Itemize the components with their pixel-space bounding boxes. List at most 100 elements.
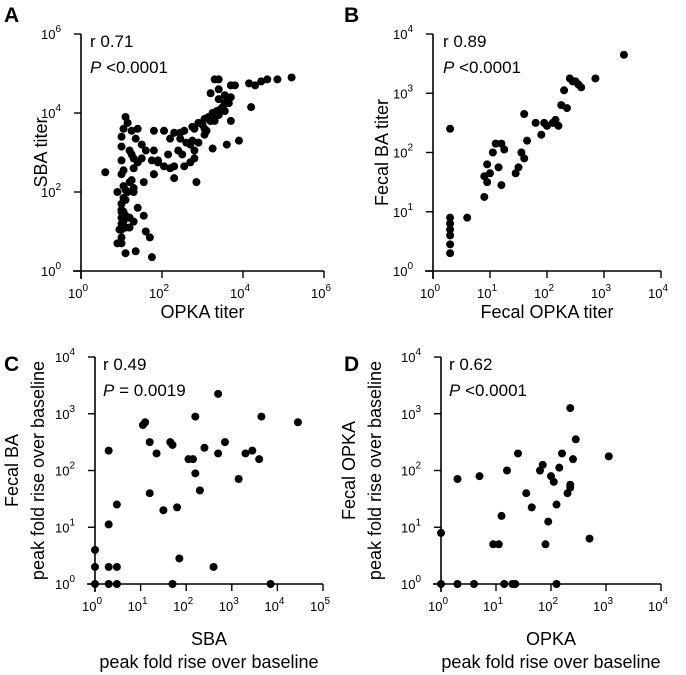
- data-point: [153, 158, 162, 167]
- data-point: [209, 562, 218, 571]
- data-point: [190, 146, 199, 155]
- data-point: [127, 126, 136, 135]
- panel-letter-b: B: [344, 4, 359, 27]
- correlation-r: r 0.49: [103, 355, 146, 374]
- panel-letter-c: C: [4, 353, 19, 376]
- data-point: [214, 449, 223, 458]
- data-point: [558, 449, 566, 458]
- data-point: [604, 452, 613, 461]
- data-point: [180, 126, 189, 135]
- x-tick-label: 102: [534, 283, 554, 301]
- y-axis-label: Fecal OPKA: [339, 421, 359, 520]
- data-point: [119, 124, 128, 133]
- data-point: [566, 404, 575, 413]
- data-point: [131, 247, 140, 256]
- y-axis-label: SBA titer: [31, 117, 51, 187]
- data-point: [514, 163, 523, 172]
- data-point: [149, 170, 158, 179]
- data-point: [245, 79, 254, 88]
- data-point: [555, 463, 564, 472]
- data-point: [263, 75, 272, 84]
- data-point: [226, 93, 235, 102]
- data-point: [446, 249, 455, 258]
- data-point: [182, 138, 191, 147]
- data-point: [104, 580, 113, 588]
- data-point: [500, 580, 509, 588]
- data-point: [159, 506, 168, 515]
- x-tick-label: 104: [230, 283, 250, 301]
- data-point: [554, 121, 563, 130]
- data-point: [437, 580, 445, 588]
- data-point: [446, 231, 455, 240]
- data-point: [560, 86, 569, 95]
- data-point: [137, 140, 146, 149]
- data-point: [566, 480, 575, 489]
- data-point: [527, 503, 536, 512]
- data-point: [112, 500, 121, 509]
- data-point: [437, 528, 445, 537]
- data-point: [446, 225, 455, 234]
- data-point: [133, 124, 142, 133]
- data-point: [475, 472, 484, 481]
- data-point: [494, 540, 503, 549]
- data-point: [497, 181, 506, 190]
- panel-letter-d: D: [344, 353, 359, 376]
- data-point: [234, 475, 243, 484]
- data-point: [115, 225, 124, 234]
- y-tick-label: 100: [41, 261, 61, 279]
- data-point: [577, 83, 586, 92]
- y-tick-label: 103: [393, 83, 413, 101]
- data-point: [174, 146, 183, 155]
- y-tick-label: 101: [55, 517, 75, 535]
- data-point: [551, 115, 560, 124]
- data-point: [214, 95, 223, 104]
- data-point: [139, 211, 148, 220]
- panel-c: C 100 101 102 103 104 105 100 101 102 103 104 SBA pea…: [2, 347, 330, 672]
- data-point: [549, 477, 558, 486]
- data-point: [470, 580, 478, 588]
- correlation-r: r 0.62: [449, 355, 492, 374]
- x-axis-label: SBA: [191, 629, 227, 649]
- x-tick-label: 102: [173, 596, 193, 614]
- data-point: [503, 466, 511, 475]
- correlation-r: r 0.71: [90, 32, 133, 51]
- data-point: [160, 162, 169, 171]
- data-point: [591, 74, 600, 83]
- y-tick-label: 102: [401, 461, 421, 479]
- data-point: [195, 486, 204, 495]
- data-point: [119, 193, 128, 202]
- data-point: [520, 154, 529, 163]
- data-point: [104, 562, 113, 571]
- data-point: [145, 233, 154, 242]
- y-axis-label: peak fold rise over baseline: [365, 361, 385, 580]
- y-tick-label: 106: [41, 24, 61, 42]
- data-point: [176, 134, 185, 143]
- data-point: [170, 128, 179, 137]
- data-point: [255, 455, 264, 464]
- data-point: [208, 144, 217, 153]
- x-tick-label: 102: [538, 596, 558, 614]
- data-point: [511, 169, 520, 178]
- x-tick-label: 101: [477, 283, 497, 301]
- x-tick-label: 100: [428, 596, 448, 614]
- x-tick-label: 101: [483, 596, 503, 614]
- x-axis-label: OPKA: [526, 629, 576, 649]
- y-axis-label: Fecal BA titer: [372, 99, 392, 206]
- data-point: [571, 435, 580, 444]
- data-point: [152, 449, 161, 458]
- data-point: [119, 166, 128, 175]
- data-point: [194, 138, 203, 147]
- data-point: [141, 227, 150, 236]
- data-point: [125, 213, 134, 222]
- data-point: [200, 130, 209, 139]
- y-tick-label: 104: [393, 24, 413, 42]
- data-point: [149, 126, 158, 135]
- data-point: [112, 580, 121, 588]
- x-tick-label: 106: [311, 283, 331, 301]
- data-point: [129, 164, 138, 173]
- data-point: [273, 75, 282, 84]
- data-point: [160, 126, 169, 135]
- data-point: [220, 91, 229, 100]
- data-point: [117, 233, 126, 242]
- data-point: [117, 156, 126, 165]
